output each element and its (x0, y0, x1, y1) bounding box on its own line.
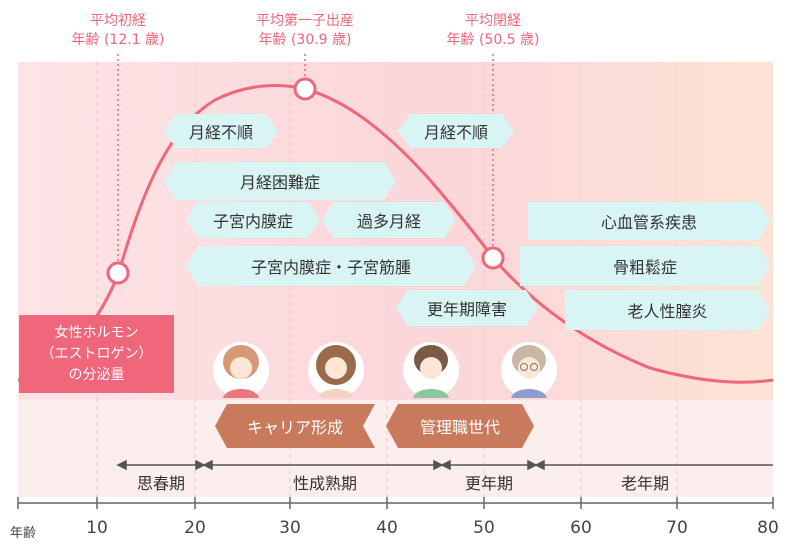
estrogen-label-line1: 女性ホルモン (54, 324, 139, 341)
menarche-annotation-line2: 年齢 (12.1 歳) (71, 32, 165, 48)
condition-dysmenorrhea: 月経困難症 (164, 162, 396, 200)
stage-puberty: 思春期 (136, 474, 185, 493)
tick-60: 60 (570, 518, 592, 538)
menopause-annotation-line1: 平均閉経 (465, 13, 521, 29)
career-building-label: キャリア形成 (215, 404, 375, 448)
stage-senescence: 老年期 (620, 474, 669, 493)
avatar-young (213, 342, 269, 398)
menopause-annotation: 平均閉経 年齢 (50.5 歳) (428, 12, 558, 50)
first-birth-annotation: 平均第一子出産 年齢 (30.9 歳) (225, 12, 385, 50)
estrogen-label: 女性ホルモン （エストロゲン） の分泌量 (19, 315, 174, 393)
stage-arrows (116, 459, 773, 471)
estrogen-label-line2: （エストロゲン） (40, 345, 153, 362)
menarche-annotation: 平均初経 年齢 (12.1 歳) (48, 12, 188, 50)
menarche-annotation-line1: 平均初経 (90, 13, 146, 29)
tick-10: 10 (86, 518, 108, 538)
axis-unit-label: 年齢 (10, 526, 37, 541)
menarche-marker (106, 261, 130, 285)
condition-irregular-menstruation-young: 月経不順 (164, 114, 278, 148)
condition-endometriosis: 子宮内膜症 (186, 202, 320, 238)
condition-endometriosis-fibroids: 子宮内膜症・子宮筋腫 (186, 246, 476, 286)
condition-menorrhagia: 過多月経 (322, 202, 456, 238)
first-birth-annotation-line2: 年齢 (30.9 歳) (258, 32, 352, 48)
tick-30: 30 (279, 518, 301, 538)
tick-70: 70 (666, 518, 688, 538)
stage-menopause: 更年期 (464, 474, 513, 493)
estrogen-label-line3: の分泌量 (68, 366, 125, 383)
menopause-annotation-line2: 年齢 (50.5 歳) (446, 32, 540, 48)
stage-maturity: 性成熟期 (292, 474, 357, 493)
management-generation-label: 管理職世代 (386, 404, 534, 448)
condition-senile-vaginitis: 老人性膣炎 (565, 290, 770, 330)
avatar-thirties (308, 342, 364, 398)
axis-ticks (17, 497, 774, 509)
condition-osteoporosis: 骨粗鬆症 (520, 246, 770, 286)
estrogen-curve (17, 84, 774, 384)
first-birth-marker (293, 77, 317, 101)
tick-40: 40 (376, 518, 398, 538)
condition-menopausal-disorder: 更年期障害 (396, 290, 538, 326)
condition-cardiovascular: 心血管系疾患 (528, 202, 770, 240)
avatar-middle-aged (403, 342, 459, 398)
tick-20: 20 (184, 518, 206, 538)
tick-80: 80 (757, 518, 779, 538)
menopause-marker (481, 246, 505, 270)
avatar-senior (501, 342, 557, 398)
condition-irregular-menstruation-mid: 月経不順 (398, 114, 514, 148)
first-birth-annotation-line1: 平均第一子出産 (256, 13, 354, 29)
tick-50: 50 (473, 518, 495, 538)
